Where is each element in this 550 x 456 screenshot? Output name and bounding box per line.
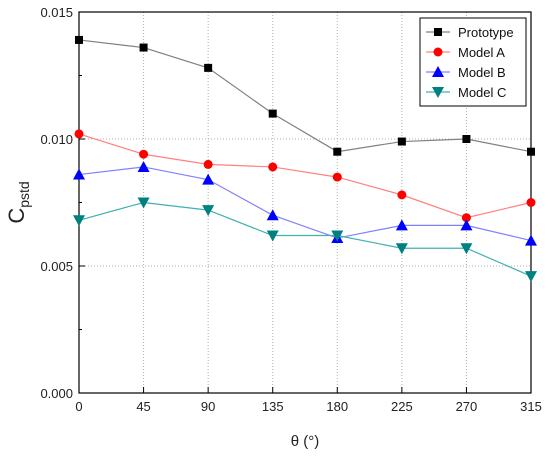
data-point [268, 109, 277, 118]
legend-marker [434, 28, 442, 36]
legend-marker [433, 47, 443, 57]
data-point [397, 190, 407, 200]
legend-item: Model B [426, 65, 506, 80]
series-model-b [73, 160, 537, 246]
y-tick-label: 0.015 [40, 5, 73, 20]
data-point [73, 215, 85, 227]
data-point [202, 173, 215, 185]
data-point [266, 209, 279, 221]
x-tick-label: 135 [262, 399, 284, 414]
data-point [395, 243, 408, 255]
data-point [331, 230, 344, 242]
x-axis-title: θ (°) [291, 433, 320, 450]
data-point [203, 159, 213, 169]
data-point [526, 198, 536, 207]
data-point [462, 135, 471, 143]
y-tick-label: 0.010 [40, 132, 73, 147]
data-point [525, 234, 537, 246]
data-point [333, 147, 342, 156]
data-point [268, 162, 278, 172]
series-line [78, 201, 532, 277]
x-tick-label: 180 [326, 399, 348, 414]
data-point [527, 147, 535, 156]
data-point [395, 219, 408, 231]
data-point [137, 197, 150, 209]
y-axis-title: Cpstd [4, 181, 32, 223]
data-point [460, 243, 473, 255]
y-tick-label: 0.005 [40, 259, 73, 274]
y-axis-title-main: C [4, 208, 29, 224]
axes-ticks: 0 45 90 135 180 225 270 315 0.000 0.005 0.010 0.015 [40, 5, 541, 414]
data-point [332, 172, 342, 182]
data-point [139, 149, 149, 159]
legend-marker [432, 87, 444, 98]
data-point [525, 271, 537, 283]
legend-item: Model C [426, 85, 506, 100]
series-model-a [74, 129, 536, 223]
data-point [397, 137, 406, 146]
y-tick-label: 0.000 [40, 386, 73, 401]
series-layer [73, 35, 537, 283]
series-line [78, 39, 532, 153]
legend-marker [432, 66, 444, 77]
x-tick-label: 270 [456, 399, 478, 414]
data-point [461, 213, 471, 223]
legend-label: Prototype [458, 25, 514, 40]
data-point [202, 205, 215, 217]
legend-label: Model A [458, 45, 505, 60]
data-point [74, 129, 84, 139]
x-tick-label: 315 [520, 399, 542, 414]
legend-label: Model B [458, 65, 506, 80]
data-point [139, 43, 148, 52]
data-point [460, 219, 473, 231]
x-tick-label: 45 [136, 399, 150, 414]
data-point [73, 168, 85, 180]
legend: Prototype Model A Model B Model C [419, 17, 527, 107]
legend-label: Model C [458, 85, 506, 100]
series-line [78, 133, 532, 219]
x-tick-label: 225 [391, 399, 413, 414]
data-point [266, 230, 279, 242]
x-tick-label: 0 [75, 399, 82, 414]
data-point [137, 160, 150, 172]
series-model-c [73, 197, 537, 283]
data-point [204, 63, 213, 72]
x-tick-label: 90 [201, 399, 215, 414]
legend-item: Model A [426, 45, 505, 60]
data-point [75, 35, 83, 44]
y-axis-title-subscript: pstd [16, 181, 32, 207]
legend-item: Prototype [426, 25, 514, 40]
series-prototype [75, 35, 535, 156]
series-line [78, 166, 532, 242]
